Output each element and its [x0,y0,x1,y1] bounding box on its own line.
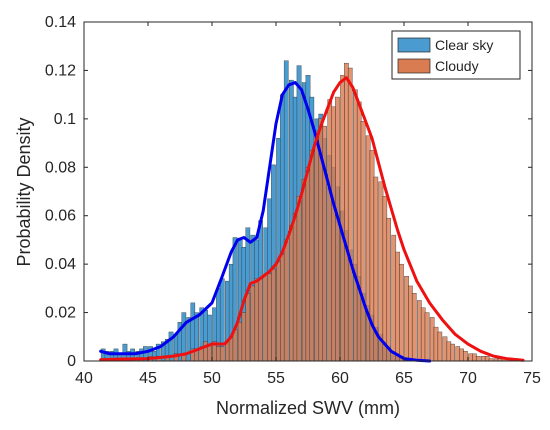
y-tick-label: 0.14 [45,14,76,31]
bar-cloudy [356,101,362,362]
bar-cloudy [216,346,221,362]
bar-cloudy [250,285,256,362]
x-tick-label: 45 [139,370,157,387]
bar-cloudy [382,196,388,362]
bar-cloudy [391,234,397,362]
bar-cloudy [429,317,435,362]
bar-cloudy [283,239,289,362]
legend-swatch-clear-sky [397,37,431,53]
bar-cloudy [455,346,461,362]
y-tick-label: 0.12 [45,62,76,79]
y-tick-label: 0.06 [45,208,76,225]
bar-cloudy [292,213,298,362]
bar-cloudy [399,263,404,362]
bar-cloudy [219,346,225,362]
bar-cloudy [237,322,243,362]
x-tick-label: 70 [459,370,477,387]
bar-cloudy [309,150,315,362]
x-tick-label: 65 [395,370,413,387]
bar-cloudy [305,167,311,362]
bar-cloudy [335,96,340,362]
histogram-bars [100,60,519,362]
legend-label-clear-sky: Clear sky [435,37,493,53]
y-tick-label: 0 [67,353,76,370]
y-tick-label: 0.04 [45,256,76,273]
bar-cloudy [472,353,477,362]
density-line-clear-sky [99,81,432,363]
x-tick-label: 50 [203,370,221,387]
bar-cloudy [481,355,486,362]
x-tick-label: 40 [75,370,93,387]
bar-cloudy [386,217,391,362]
bar-cloudy [437,331,443,362]
bar-cloudy [475,355,481,362]
bar-cloudy [433,326,439,362]
bar-cloudy [263,273,269,362]
bar-cloudy [446,341,452,362]
bar-cloudy [267,273,272,362]
bar-cloudy [424,312,430,362]
bar-cloudy [420,307,426,362]
bar-cloudy [365,135,371,362]
bar-cloudy [340,75,345,362]
bar-cloudy [347,67,353,362]
bar-cloudy [271,268,276,362]
legend: Clear sky Cloudy [391,30,521,80]
bar-cloudy [241,312,247,362]
bar-cloudy [280,254,285,362]
bar-cloudy [411,293,417,362]
bar-cloudy [450,343,455,362]
y-axis-ticks: 0 0.02 0.04 0.06 0.08 0.1 0.12 0.14 [45,14,532,370]
x-axis-label: Normalized SWV (mm) [216,398,400,418]
bar-cloudy [459,348,464,362]
legend-label-cloudy: Cloudy [435,58,479,74]
bar-cloudy [484,355,490,362]
bar-cloudy [408,285,413,362]
y-tick-label: 0.08 [45,159,76,176]
y-tick-label: 0.1 [54,111,76,128]
bar-cloudy [463,351,468,362]
bar-cloudy [296,196,302,362]
bar-cloudy [331,106,336,362]
bar-cloudy [254,278,260,362]
bar-cloudy [327,99,333,362]
bar-cloudy [442,336,448,362]
legend-swatch-cloudy [397,58,431,74]
bar-cloudy [417,300,422,362]
x-tick-label: 55 [267,370,285,387]
density-line-cloudy [99,76,525,362]
bar-cloudy [468,353,473,362]
bar-cloudy [344,62,349,362]
bar-cloudy [404,276,409,362]
y-tick-label: 0.02 [45,305,76,322]
bar-cloudy [258,278,263,362]
bar-cloudy [245,293,251,362]
bar-cloudy [360,121,366,362]
density-curves [99,76,525,363]
bar-cloudy [395,251,400,362]
bar-cloudy [353,89,358,362]
bar-cloudy [301,179,307,362]
axes-box [83,21,533,362]
bar-cloudy [276,261,281,362]
y-axis-label: Probability Density [14,117,34,266]
bar-cloudy [289,225,294,362]
bar-cloudy [314,130,320,362]
x-tick-label: 60 [331,370,349,387]
x-tick-label: 75 [523,370,541,387]
x-axis-ticks: 40 45 50 55 60 65 70 75 [75,22,541,387]
bar-cloudy [378,181,384,362]
